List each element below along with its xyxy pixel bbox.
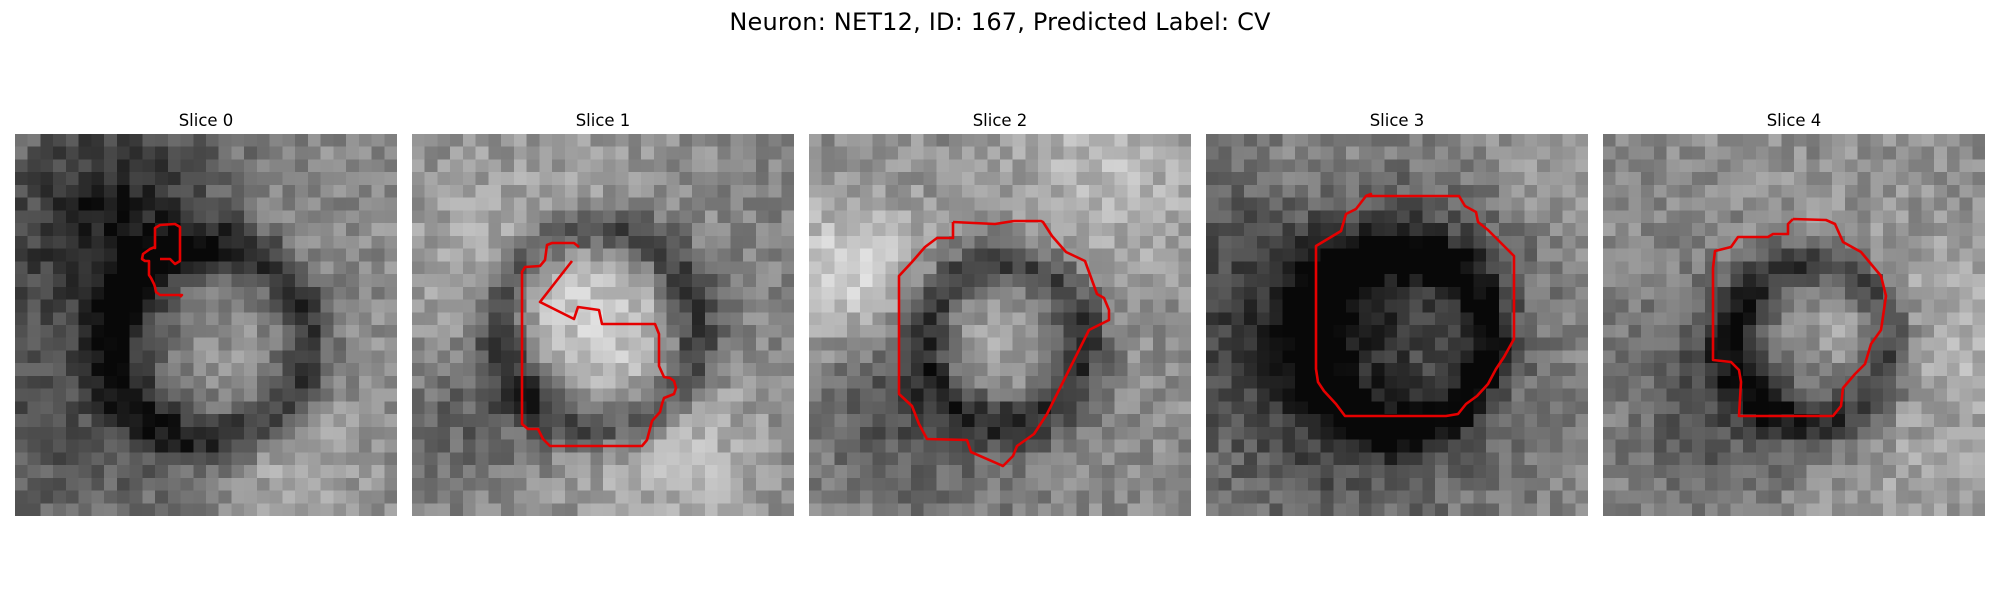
microscopy-image-2 — [809, 134, 1191, 516]
slice-panel-1: Slice 1 — [412, 110, 794, 516]
slice-image-2 — [809, 134, 1191, 516]
slice-image-1 — [412, 134, 794, 516]
segmentation-contour-0 — [140, 222, 184, 298]
slice-title-1: Slice 1 — [575, 111, 631, 130]
segmentation-contour-1 — [520, 241, 678, 448]
microscopy-image-0 — [15, 134, 397, 516]
slice-title-4: Slice 4 — [1766, 111, 1822, 130]
slice-image-4 — [1603, 134, 1985, 516]
segmentation-contour-4 — [1711, 217, 1888, 418]
slice-title-3: Slice 3 — [1369, 111, 1425, 130]
slice-panel-2: Slice 2 — [809, 110, 1191, 516]
slice-title-0: Slice 0 — [178, 111, 234, 130]
segmentation-contour-3 — [1314, 192, 1516, 418]
slice-image-3 — [1206, 134, 1588, 516]
slice-title-2: Slice 2 — [972, 111, 1028, 130]
microscopy-image-4 — [1603, 134, 1985, 516]
slice-panel-4: Slice 4 — [1603, 110, 1985, 516]
slice-panel-0: Slice 0 — [15, 110, 397, 516]
slice-image-0 — [15, 134, 397, 516]
segmentation-contour-2 — [897, 219, 1111, 468]
slice-panel-3: Slice 3 — [1206, 110, 1588, 516]
figure-title: Neuron: NET12, ID: 167, Predicted Label:… — [729, 8, 1271, 36]
microscopy-image-3 — [1206, 134, 1588, 516]
